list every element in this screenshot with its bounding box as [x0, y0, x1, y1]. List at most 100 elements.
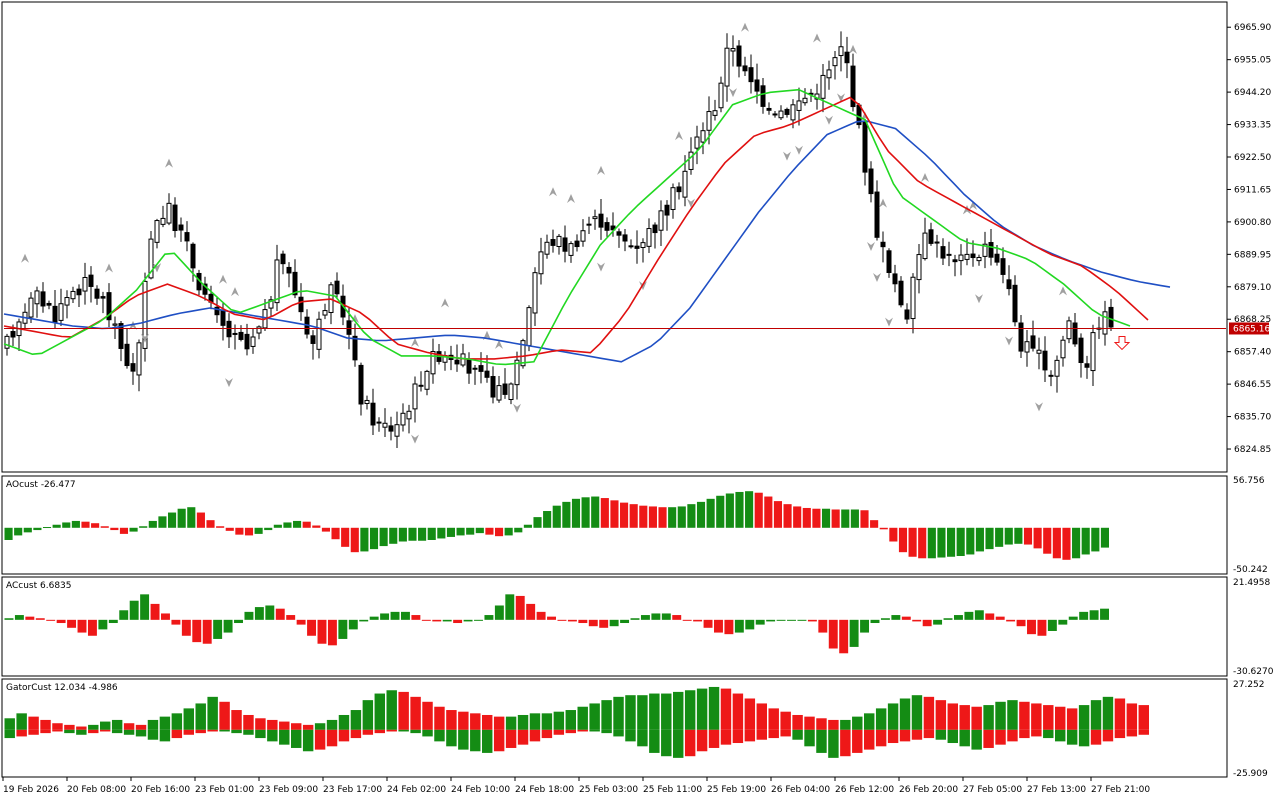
gator-lower-bar — [255, 729, 266, 739]
histogram-bar — [787, 619, 796, 621]
histogram-bar — [139, 526, 148, 528]
gator-upper-bar — [744, 698, 756, 730]
histogram-bar — [880, 618, 890, 620]
gator-lower-bar — [302, 729, 314, 752]
candle — [694, 136, 700, 149]
candle — [106, 292, 112, 321]
histogram-bar — [956, 527, 965, 556]
histogram-bar — [995, 527, 1004, 547]
ao-pane[interactable] — [4, 491, 1110, 560]
ao-axis-max: 56.756 — [1233, 476, 1265, 486]
time-tick-label: 25 Feb 19:00 — [707, 785, 766, 795]
gator-lower-bar — [135, 729, 147, 737]
candle — [376, 421, 382, 424]
histogram-bar — [327, 619, 337, 646]
histogram-bar — [35, 618, 45, 620]
candle — [940, 246, 946, 259]
histogram-bar — [338, 619, 348, 639]
gator-upper-bar — [505, 716, 517, 730]
histogram-bar — [418, 527, 427, 541]
candle — [190, 243, 196, 269]
fractal-up-icon — [567, 193, 575, 203]
histogram-bar — [1100, 608, 1109, 620]
gator-lower-bar — [864, 729, 875, 750]
gator-lower-bar — [195, 729, 206, 734]
candle — [646, 228, 652, 247]
gator-pane[interactable] — [4, 686, 1150, 758]
gator-upper-bar — [875, 708, 887, 730]
histogram-bar — [927, 527, 936, 559]
gator-lower-bar — [720, 729, 732, 745]
gator-upper-bar — [219, 701, 230, 730]
candle — [730, 48, 736, 52]
histogram-bar — [745, 619, 755, 630]
gator-lower-bar — [493, 729, 505, 752]
histogram-bar — [302, 521, 311, 528]
candle — [676, 186, 682, 193]
gator-lower-bar — [744, 729, 756, 742]
gator-upper-bar — [589, 703, 600, 730]
gator-lower-bar — [4, 729, 15, 739]
histogram-bar — [286, 615, 296, 620]
gator-lower-bar — [899, 729, 911, 742]
gator-upper-bar — [673, 691, 684, 730]
gator-lower-bar — [517, 729, 529, 745]
gator-upper-bar — [493, 716, 505, 730]
histogram-bar — [515, 595, 525, 620]
histogram-bar — [975, 527, 984, 552]
candle — [502, 383, 508, 395]
candle — [748, 67, 754, 83]
histogram-bar — [807, 619, 817, 622]
gator-lower-bar — [267, 729, 278, 742]
gator-upper-bar — [52, 723, 63, 730]
fractal-up-icon — [165, 158, 173, 168]
gator-lower-bar — [183, 729, 194, 735]
histogram-bar — [14, 527, 23, 536]
histogram-bar — [254, 527, 263, 534]
histogram-bar — [307, 619, 317, 636]
gator-lower-bar — [219, 729, 230, 732]
gator-lower-bar — [350, 729, 362, 739]
price-pane[interactable] — [4, 22, 1114, 449]
gator-upper-bar — [959, 705, 970, 730]
candle — [46, 302, 52, 306]
histogram-bar — [860, 619, 870, 633]
histogram-bar — [379, 527, 388, 547]
candle — [928, 229, 934, 244]
fractal-up-icon — [105, 263, 113, 273]
time-tick-label: 19 Feb 2026 — [3, 785, 59, 795]
histogram-bar — [714, 619, 723, 633]
time-tick-label: 27 Feb 21:00 — [1091, 785, 1150, 795]
gator-upper-bar — [1031, 703, 1042, 730]
gator-lower-bar — [923, 729, 935, 739]
candle — [394, 424, 400, 437]
histogram-bar — [119, 610, 129, 620]
histogram-bar — [275, 608, 285, 620]
candle — [286, 266, 292, 274]
candle — [172, 204, 178, 232]
candle — [520, 340, 526, 367]
candle — [1090, 332, 1096, 372]
histogram-bar — [293, 520, 302, 528]
histogram-bar — [265, 605, 275, 620]
fractal-up-icon — [495, 339, 503, 349]
gator-lower-bar — [64, 729, 75, 734]
gator-upper-bar — [123, 723, 135, 730]
histogram-bar — [359, 619, 369, 622]
histogram-bar — [46, 619, 56, 621]
gator-upper-bar — [780, 711, 791, 730]
candle — [34, 290, 40, 305]
ac-pane[interactable] — [4, 594, 1110, 654]
gator-upper-bar — [40, 719, 51, 730]
candle — [406, 410, 412, 420]
gator-lower-bar — [565, 729, 576, 734]
histogram-bar — [773, 501, 783, 528]
candle — [736, 45, 742, 67]
candle — [160, 217, 166, 225]
candle — [496, 385, 502, 401]
histogram-bar — [98, 619, 108, 630]
histogram-bar — [390, 611, 400, 620]
gator-upper-bar — [111, 719, 123, 730]
candle — [256, 326, 262, 334]
